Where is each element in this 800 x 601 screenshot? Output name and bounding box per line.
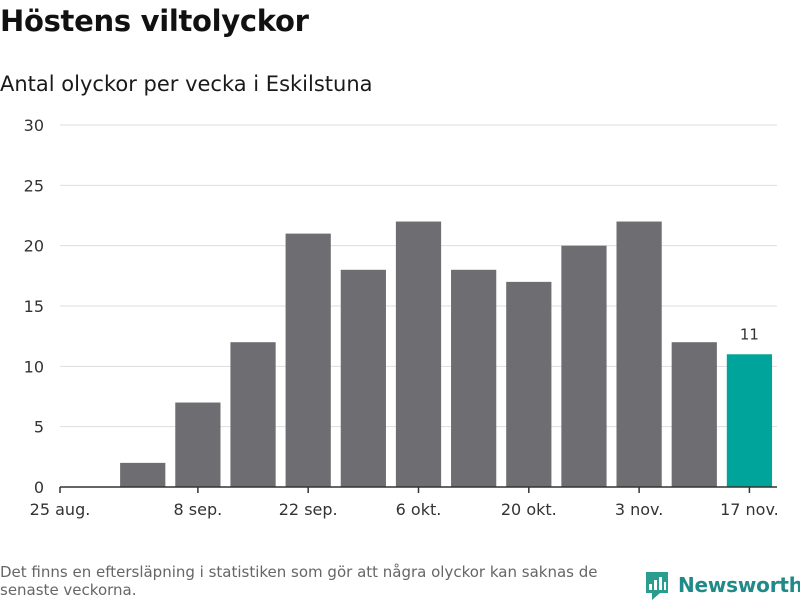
y-tick-label: 20 <box>24 237 44 256</box>
bar <box>175 402 221 487</box>
bar <box>285 233 331 487</box>
y-tick-label: 5 <box>34 418 44 437</box>
bar <box>395 221 442 488</box>
x-tick-label: 17 nov. <box>720 500 779 519</box>
x-axis: 25 aug. 8 sep. 22 sep. 6 okt. 20 okt. 3 nov. 1… <box>30 486 779 519</box>
brand[interactable]: Newsworthy <box>644 569 800 601</box>
x-tick-label: 6 okt. <box>396 500 442 519</box>
bar <box>340 269 386 487</box>
chart-subtitle: Antal olyckor per vecka i Eskilstuna <box>0 72 373 96</box>
y-axis-ticks: 0 5 10 15 20 25 30 <box>24 116 44 497</box>
y-tick-label: 15 <box>24 297 44 316</box>
bar-chart: 0 5 10 15 20 25 30 11 25 aug. 8 sep. 22 sep. 6 ok… <box>24 116 779 519</box>
chart-title: Höstens viltolyckor <box>0 4 309 38</box>
bar <box>120 462 166 487</box>
y-tick-label: 0 <box>34 478 44 497</box>
x-tick-label: 20 okt. <box>501 500 557 519</box>
bar <box>671 342 717 487</box>
x-tick-label: 8 sep. <box>174 500 223 519</box>
bar <box>451 269 497 487</box>
bar <box>561 245 607 487</box>
bar <box>616 221 662 488</box>
footnote: Det finns en eftersläpning i statistiken… <box>0 563 598 599</box>
bar <box>230 342 276 487</box>
bar <box>506 281 552 487</box>
bars <box>120 221 773 488</box>
y-tick-label: 25 <box>24 176 44 195</box>
bar-highlight <box>726 354 773 487</box>
x-tick-label: 22 sep. <box>279 500 338 519</box>
bar-value-label: 11 <box>740 325 759 343</box>
x-tick-label: 25 aug. <box>30 500 91 519</box>
y-tick-label: 30 <box>24 116 44 135</box>
brand-name: Newsworthy <box>678 573 800 597</box>
newsworthy-logo-icon <box>646 572 668 600</box>
x-tick-label: 3 nov. <box>615 500 664 519</box>
y-tick-label: 10 <box>24 357 44 376</box>
data-labels: 11 <box>740 325 759 343</box>
